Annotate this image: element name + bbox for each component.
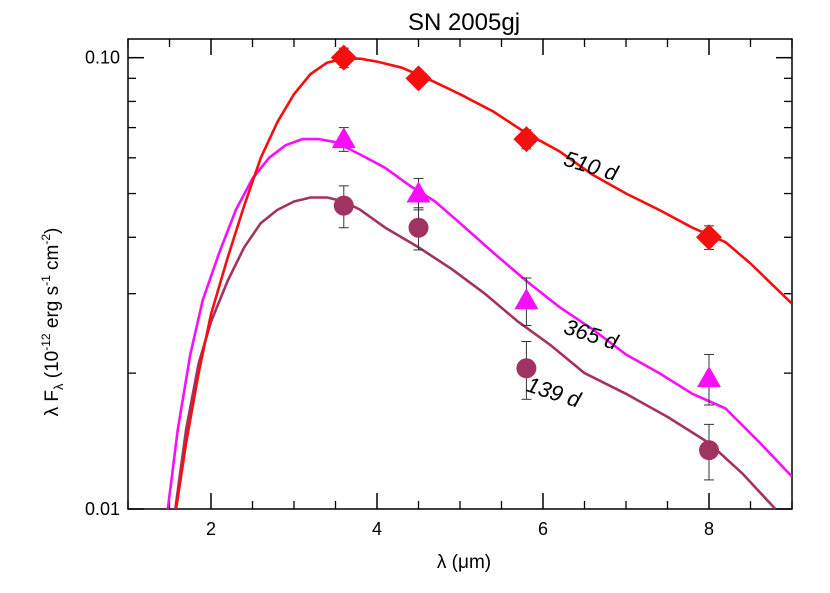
curve-label: 139 d (524, 372, 585, 413)
data-point-diamond (696, 224, 722, 251)
data-point-triangle (697, 366, 721, 388)
y-tick-label: 0.10 (85, 48, 120, 68)
data-point-diamond (330, 44, 357, 71)
y-label-units-close: ) (42, 228, 63, 234)
data-point-circle (408, 217, 429, 238)
data-point-triangle (331, 127, 356, 149)
axis-ticks: 2 4 6 8 0.01 0.10 (85, 39, 793, 539)
y-label-exp2: -1 (39, 275, 53, 286)
y-label-units-mid2: cm (42, 245, 63, 276)
model-curves (166, 57, 792, 509)
y-label-prefix: λ F (42, 390, 63, 416)
y-label-exp3: -2 (39, 234, 53, 245)
data-point-diamond (405, 65, 432, 92)
x-tick-label: 2 (206, 519, 216, 539)
data-point-triangle (406, 181, 431, 203)
data-point-triangle (514, 288, 539, 310)
data-point-circle (699, 440, 719, 461)
y-tick-label: 0.01 (85, 499, 120, 519)
y-label-exp1: -12 (39, 333, 53, 351)
y-label-sub: λ (51, 383, 66, 390)
x-tick-label: 8 (704, 519, 714, 539)
x-axis-label: λ (μm) (437, 552, 491, 573)
y-label-units-mid: erg s (42, 286, 63, 334)
model-curve-510d (174, 57, 792, 509)
x-tick-label: 4 (372, 519, 382, 539)
y-axis-label: λ Fλ (10-12 erg s-1 cm-2) (39, 228, 66, 417)
y-label-units-open: (10 (42, 351, 63, 384)
curve-labels: 510 d 365 d 139 d (524, 146, 622, 413)
model-curve-139d (174, 196, 777, 509)
model-curve-365d (166, 137, 792, 509)
x-tick-label: 6 (538, 519, 548, 539)
curve-label: 365 d (561, 314, 622, 355)
data-point-circle (516, 358, 537, 379)
curve-label: 510 d (561, 146, 622, 186)
data-point-circle (333, 195, 354, 216)
data-point-diamond (513, 126, 540, 153)
data-points (330, 44, 722, 481)
chart-title: SN 2005gj (408, 9, 520, 36)
